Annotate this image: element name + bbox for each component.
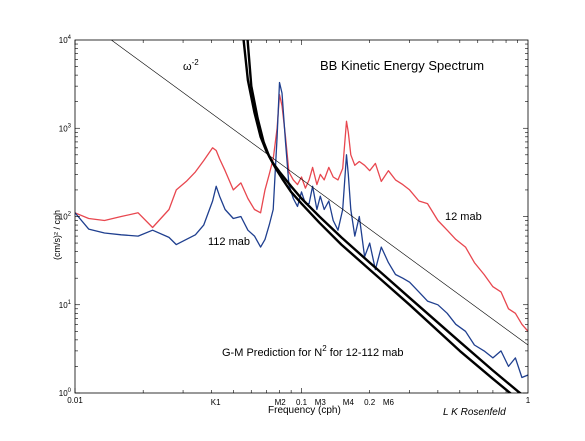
- x-tick-label: M6: [383, 398, 395, 407]
- ticks-layer: 0.01 1 K1 M2 0.1 M3 M4 0.2 M6 100 101 102 103 104: [59, 35, 531, 407]
- omega-exponent: -2: [192, 58, 200, 67]
- y-tick-label: 100: [59, 388, 72, 398]
- y-tick-label: 101: [59, 300, 72, 310]
- y-tick-label: 103: [59, 123, 72, 133]
- x-tick-label: 1: [526, 396, 531, 405]
- y-tick-label: 104: [59, 35, 72, 45]
- series-line-2: [110, 40, 528, 346]
- x-tick-label: M4: [343, 398, 355, 407]
- series-line-4: [246, 40, 512, 393]
- legend-112-mab: 112 mab: [208, 236, 250, 248]
- omega-label: ω-2: [183, 58, 199, 73]
- legend-12-mab: 12 mab: [445, 211, 482, 223]
- y-axis-label: (cm/s)² / cph: [52, 210, 62, 260]
- gm-label-pre: G-M Prediction for N: [222, 347, 322, 359]
- x-tick-label: 0.2: [364, 398, 376, 407]
- gm-label-exp: 2: [322, 344, 327, 353]
- series-line-1: [75, 81, 528, 379]
- x-tick-label: 0.01: [67, 396, 83, 405]
- series-layer: [75, 40, 528, 393]
- x-tick-label: M2: [275, 398, 287, 407]
- chart-title: BB Kinetic Energy Spectrum: [320, 58, 484, 73]
- credit-label: L K Rosenfeld: [443, 407, 506, 418]
- series-line-3: [242, 40, 522, 393]
- y-tick-label: 102: [59, 212, 72, 222]
- x-tick-label: 0.1: [296, 398, 308, 407]
- omega-symbol: ω: [183, 61, 192, 73]
- gm-prediction-label: G-M Prediction for N2 for 12-112 mab: [222, 344, 404, 359]
- gm-label-post: for 12-112 mab: [327, 347, 404, 359]
- series-line-0: [75, 94, 528, 332]
- x-tick-label: M3: [315, 398, 327, 407]
- x-tick-label: K1: [211, 398, 221, 407]
- x-axis-label: Frequency (cph): [268, 405, 341, 416]
